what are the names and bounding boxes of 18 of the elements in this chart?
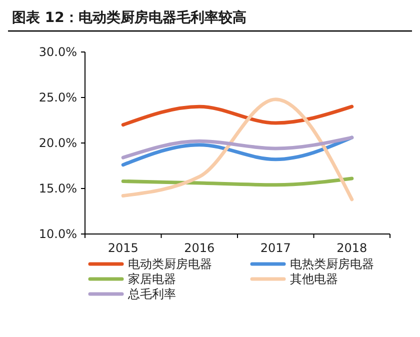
- y-tick-label: 10.0%: [38, 227, 77, 242]
- legend-label: 家居电器: [128, 272, 176, 286]
- line-series: [121, 136, 354, 160]
- legend-label: 其他电器: [290, 272, 338, 286]
- legend-label: 电动类厨房电器: [128, 257, 212, 272]
- x-tick-label: 2015: [108, 241, 138, 255]
- legend-label: 总毛利率: [127, 287, 176, 302]
- line-series: [121, 98, 354, 202]
- y-tick-label: 30.0%: [38, 45, 77, 60]
- y-tick-label: 25.0%: [38, 90, 77, 105]
- x-tick-label: 2017: [260, 241, 291, 255]
- x-tick-label: 2018: [336, 241, 368, 255]
- y-tick-label: 15.0%: [38, 182, 77, 196]
- legend-label: 电热类厨房电器: [290, 257, 374, 272]
- line-series: [121, 176, 354, 187]
- x-tick-label: 2016: [184, 241, 215, 255]
- y-tick-label: 20.0%: [38, 136, 77, 150]
- chart-title: 图表 12：电动类厨房电器毛利率较高: [12, 9, 246, 26]
